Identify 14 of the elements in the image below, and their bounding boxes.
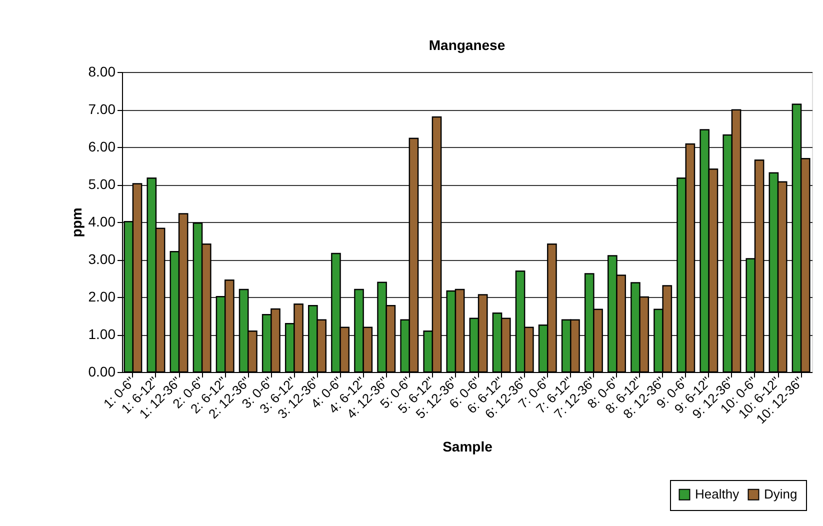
- y-tick-label: 0.00: [88, 364, 116, 380]
- chart-title: Manganese: [428, 37, 506, 53]
- y-tick-label: 1.00: [88, 326, 116, 342]
- y-tick-label: 3.00: [88, 251, 116, 267]
- y-tick-label: 5.00: [88, 176, 116, 192]
- y-tick-label: 6.00: [88, 138, 116, 154]
- y-tick-label: 7.00: [88, 101, 116, 117]
- legend-label: Healthy: [695, 486, 740, 502]
- y-axis-title: ppm: [68, 208, 84, 238]
- x-axis-title: Sample: [442, 438, 493, 455]
- y-tick-label: 8.00: [88, 64, 116, 80]
- y-tick-label: 4.00: [88, 214, 116, 230]
- y-tick-label: 2.00: [88, 288, 116, 304]
- legend-label: Dying: [764, 486, 798, 502]
